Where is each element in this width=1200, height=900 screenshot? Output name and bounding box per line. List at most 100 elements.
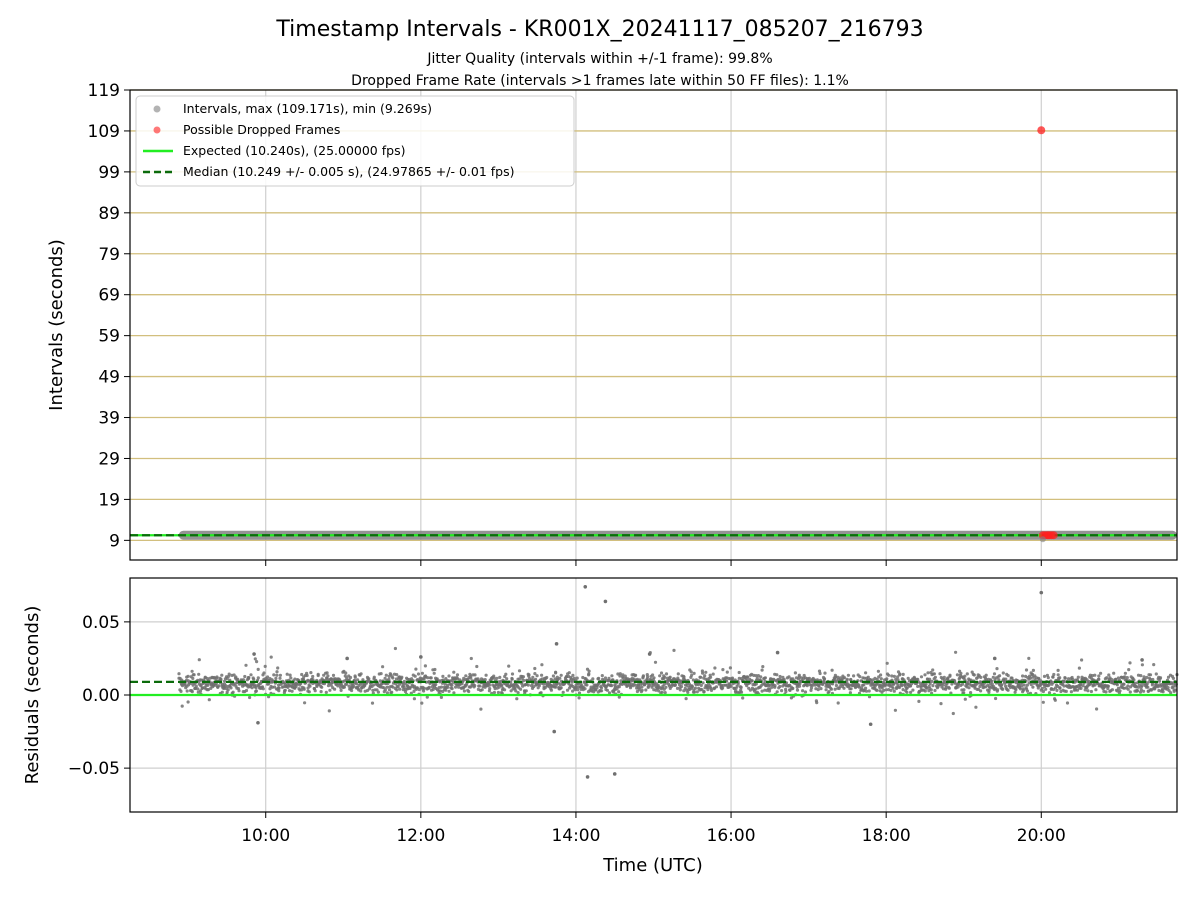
residual-point [367, 677, 371, 681]
residual-point [599, 686, 604, 690]
residual-point [887, 673, 891, 677]
residual-point [875, 688, 879, 693]
residual-point [540, 673, 544, 677]
residual-point [830, 668, 834, 672]
residual-point [818, 671, 822, 676]
residual-point [864, 671, 868, 675]
residual-point [309, 671, 313, 675]
residual-point [1041, 689, 1045, 694]
residual-point [1143, 678, 1147, 682]
residual-point [618, 672, 622, 676]
dropped-frame-point [1037, 126, 1046, 135]
residual-point [834, 683, 839, 688]
residual-point [610, 684, 614, 688]
residual-point [353, 675, 357, 679]
residual-point [1123, 671, 1127, 675]
residual-point [924, 682, 928, 686]
residual-point [285, 672, 289, 676]
residual-point [591, 677, 595, 681]
residual-point [974, 705, 978, 709]
top-ytick-label: 69 [98, 286, 120, 306]
residual-point [316, 672, 320, 677]
residual-point [355, 682, 359, 686]
residual-point [241, 678, 245, 682]
residual-point [237, 689, 241, 693]
residual-point [866, 675, 870, 679]
residual-point [888, 682, 892, 686]
residual-point [754, 687, 758, 691]
residual-point [972, 673, 976, 677]
residual-point [739, 690, 744, 694]
residual-point [527, 673, 531, 677]
residual-point [571, 689, 575, 693]
residual-point [1004, 677, 1008, 681]
residual-point [663, 691, 667, 695]
residual-point [1115, 683, 1119, 687]
residual-point [1086, 689, 1090, 693]
residual-point [1148, 673, 1153, 677]
residual-point [226, 688, 230, 692]
residual-point [191, 676, 195, 681]
residual-point [658, 674, 662, 678]
residual-point [227, 672, 231, 676]
residual-point [761, 665, 765, 669]
residual-point [379, 672, 383, 676]
residual-point [905, 690, 909, 694]
residual-point [1122, 682, 1126, 686]
residual-point [1013, 690, 1017, 694]
residual-point [1081, 684, 1085, 688]
residual-point [954, 650, 958, 654]
residual-point [809, 688, 813, 693]
residual-point [278, 676, 282, 680]
residual-point [979, 675, 983, 680]
residual-point [657, 689, 661, 693]
residual-point [327, 709, 331, 713]
residual-point [848, 691, 853, 695]
residual-point [250, 686, 254, 690]
residual-point [817, 669, 822, 673]
residual-point [867, 689, 871, 693]
residual-point [1126, 687, 1130, 691]
chart-subtitle-jitter: Jitter Quality (intervals within +/-1 fr… [426, 51, 772, 67]
residual-point [994, 696, 998, 701]
residual-point [234, 675, 238, 679]
residual-point [679, 684, 684, 689]
residual-point [476, 677, 480, 681]
residual-point [651, 673, 655, 677]
residual-point [721, 668, 725, 672]
residual-point [892, 682, 896, 686]
residual-point [900, 684, 904, 688]
residual-point [275, 673, 279, 677]
top-ytick-label: 109 [88, 122, 120, 142]
residual-point [387, 688, 392, 692]
residual-point [293, 677, 297, 681]
residual-point [824, 688, 828, 692]
residual-point [787, 675, 791, 679]
residual-point [248, 695, 252, 700]
residual-point [759, 675, 763, 679]
residual-point [760, 668, 764, 672]
residual-point [997, 678, 1001, 682]
chart-title: Timestamp Intervals - KR001X_20241117_08… [275, 17, 923, 42]
residual-point [1148, 677, 1153, 682]
residual-point [514, 689, 518, 693]
residual-point [646, 675, 650, 679]
residual-point [885, 677, 889, 681]
residual-point [1014, 688, 1018, 692]
residual-point [721, 686, 725, 690]
residual-point [393, 646, 397, 651]
bottom-xtick-label: 12:00 [396, 826, 445, 846]
residual-point [339, 688, 343, 693]
residual-point [1001, 671, 1005, 675]
residual-point [1127, 668, 1131, 672]
residual-point [1080, 658, 1084, 662]
residual-point [923, 673, 927, 677]
residual-point [943, 678, 947, 682]
residual-point [1128, 690, 1132, 694]
residual-point [439, 695, 443, 700]
residual-point [526, 683, 530, 687]
residual-point [378, 679, 382, 683]
residual-point [699, 675, 703, 679]
residual-point [889, 688, 893, 693]
